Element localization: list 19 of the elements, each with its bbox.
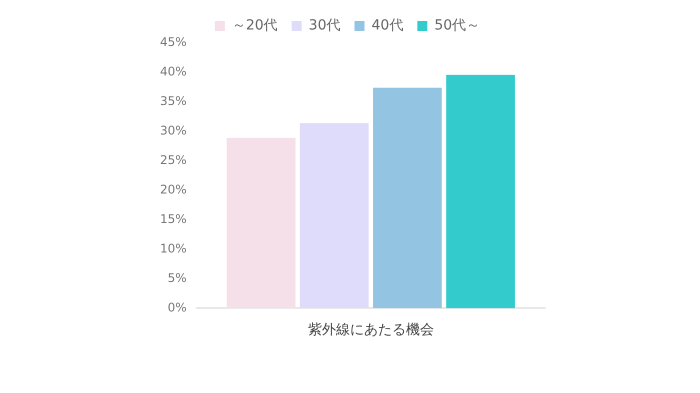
- y-tick-label: 40%: [160, 64, 187, 79]
- y-tick-label: 25%: [160, 152, 187, 167]
- legend-label: ～20代: [232, 18, 278, 34]
- bar: [300, 123, 369, 308]
- y-tick-label: 0%: [168, 300, 187, 314]
- legend-label: 50代～: [434, 18, 480, 34]
- y-tick-label: 45%: [160, 35, 187, 50]
- bar: [226, 138, 296, 308]
- bar: [446, 74, 515, 308]
- bar: [373, 88, 442, 308]
- y-tick-label: 20%: [160, 182, 187, 196]
- x-tick-label: 紫外線にあたる機会: [308, 322, 434, 338]
- legend-label: 40代: [372, 18, 404, 34]
- y-tick-label: 10%: [160, 241, 187, 256]
- y-tick-label: 35%: [160, 94, 187, 108]
- y-tick-label: 5%: [168, 270, 187, 285]
- y-tick-label: 15%: [160, 212, 187, 226]
- y-tick-label: 30%: [160, 124, 187, 138]
- legend-label: 30代: [308, 18, 341, 34]
